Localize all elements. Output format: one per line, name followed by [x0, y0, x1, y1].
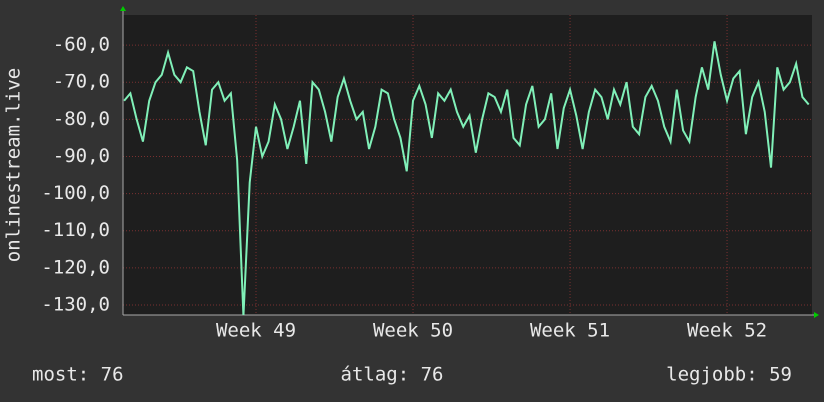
y-tick-label: -70,0: [53, 71, 110, 93]
footer-current: most: 76: [32, 364, 124, 386]
y-tick-label: -100,0: [41, 182, 110, 204]
y-tick-label: -60,0: [53, 34, 110, 56]
y-axis-arrow: [120, 6, 126, 11]
y-tick-label: -80,0: [53, 108, 110, 130]
footer-best: legjobb: 59: [666, 364, 792, 386]
x-tick-label: Week 52: [687, 320, 767, 342]
footer-average: átlag: 76: [341, 364, 444, 386]
x-tick-label: Week 50: [373, 320, 453, 342]
y-tick-label: -130,0: [41, 293, 110, 315]
x-tick-label: Week 49: [216, 320, 296, 342]
y-axis-label: onlinestream.live: [3, 68, 25, 262]
series-line: [123, 41, 810, 315]
x-axis-arrow: [814, 312, 819, 318]
y-tick-label: -90,0: [53, 145, 110, 167]
plot-area: [123, 15, 812, 315]
y-tick-label: -110,0: [41, 219, 110, 241]
y-tick-label: -120,0: [41, 256, 110, 278]
x-tick-label: Week 51: [530, 320, 610, 342]
